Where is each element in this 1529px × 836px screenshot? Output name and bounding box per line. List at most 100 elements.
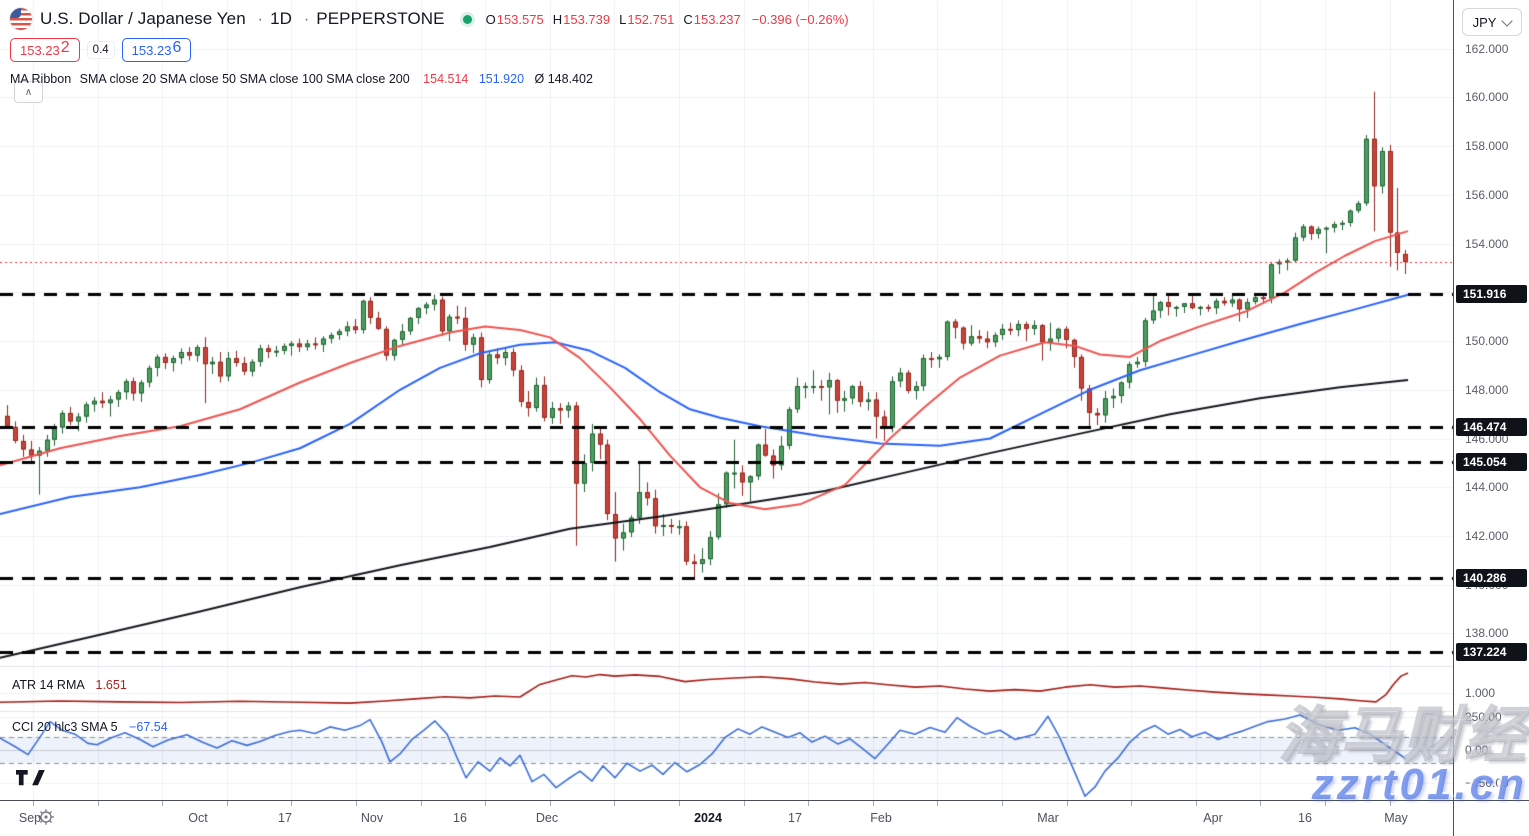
settings-gear-icon[interactable] — [37, 808, 55, 831]
time-tick-label: Feb — [870, 811, 892, 825]
open-value: 153.575 — [496, 11, 544, 27]
cci-tick-label: −250.00 — [1465, 776, 1509, 790]
sell-price-last-digit: 2 — [60, 39, 70, 56]
time-tick-label: Sep — [18, 811, 42, 825]
timeframe-label: 1D — [270, 9, 292, 28]
close-label: C — [683, 11, 693, 27]
low-value: 152.751 — [627, 11, 675, 27]
time-tick-mark — [1260, 801, 1261, 806]
time-tick-mark — [873, 801, 874, 806]
main-chart-canvas[interactable] — [0, 0, 1453, 800]
chevron-down-icon — [1501, 14, 1514, 27]
symbol-name: U.S. Dollar / Japanese Yen — [40, 9, 246, 28]
chart-header: U.S. Dollar / Japanese Yen · 1D · PEPPERST… — [10, 8, 849, 86]
high-value: 153.739 — [563, 11, 611, 27]
time-tick-mark — [421, 801, 422, 806]
high-label: H — [552, 11, 563, 27]
price-tick-label: 156.000 — [1465, 187, 1509, 202]
time-tick-mark — [356, 801, 357, 806]
time-tick-label: Dec — [535, 811, 559, 825]
time-tick-mark — [550, 801, 551, 806]
price-level-badge: 140.286 — [1456, 568, 1527, 587]
time-tick-mark — [1325, 801, 1326, 806]
time-tick-mark — [1002, 801, 1003, 806]
price-tick-label: 138.000 — [1465, 626, 1509, 641]
spread-badge: 0.4 — [87, 42, 114, 58]
price-axis[interactable]: JPY 162.000 160.000 158.000 156.000 154.000 1… — [1453, 0, 1529, 836]
price-tick-label: 144.000 — [1465, 480, 1509, 495]
time-tick-mark — [1196, 801, 1197, 806]
time-tick-mark — [1131, 801, 1132, 806]
open-label: O — [485, 11, 496, 27]
sma50-value: 151.920 — [478, 72, 525, 86]
indicator-name: MA Ribbon — [10, 72, 72, 86]
time-tick-label: 16 — [453, 811, 467, 825]
time-tick-mark — [614, 801, 615, 806]
time-tick-mark — [679, 801, 680, 806]
title-separator: · — [257, 11, 264, 28]
atr-tick-label: 1.000 — [1465, 686, 1496, 700]
price-level-badge: 137.224 — [1456, 643, 1527, 662]
symbol-title[interactable]: U.S. Dollar / Japanese Yen · 1D · PEPPERST… — [40, 9, 445, 29]
time-tick-label: May — [1384, 811, 1408, 825]
price-change: −0.396 (−0.26%) — [751, 11, 849, 27]
sell-price: 153.23 — [20, 42, 60, 58]
time-tick-label: 17 — [278, 811, 292, 825]
price-tick-label: 162.000 — [1465, 41, 1509, 56]
buy-button[interactable]: 153.23 6 — [121, 38, 192, 62]
price-tick-label: 150.000 — [1465, 334, 1509, 349]
price-tick-label: 158.000 — [1465, 139, 1509, 154]
atr-value: 1.651 — [95, 678, 127, 692]
time-tick-label: Mar — [1037, 811, 1059, 825]
cci-value: −67.54 — [129, 720, 168, 734]
price-tick-label: 160.000 — [1465, 90, 1509, 105]
time-tick-label: 16 — [1298, 811, 1312, 825]
chevron-up-icon: ∧ — [24, 86, 33, 98]
price-level-badge: 146.474 — [1456, 417, 1527, 436]
sma-average-value: Ø 148.402 — [534, 72, 593, 86]
time-tick-label: 17 — [788, 811, 802, 825]
tradingview-logo[interactable] — [16, 770, 48, 792]
time-tick-mark — [937, 801, 938, 806]
time-tick-label: Nov — [360, 811, 384, 825]
time-tick-mark — [1390, 801, 1391, 806]
sell-button[interactable]: 153.23 2 — [10, 38, 80, 62]
ma-ribbon-legend[interactable]: MA Ribbon SMA close 20 SMA close 50 SMA … — [10, 72, 849, 86]
cci-tick-label: 250.00 — [1465, 710, 1502, 724]
usdjpy-flag-icon — [10, 8, 32, 30]
atr-legend[interactable]: ATR 14 RMA 1.651 — [12, 678, 127, 692]
title-separator: · — [303, 11, 310, 28]
cci-tick-label: 0.00 — [1465, 743, 1489, 757]
indicator-params: SMA close 20 SMA close 50 SMA close 100 … — [79, 72, 410, 86]
close-value: 153.237 — [693, 11, 741, 27]
time-tick-mark — [227, 801, 228, 806]
time-axis[interactable]: Sep Oct 17 Nov 16 Dec 2024 17 Feb Mar Apr 16 May — [0, 800, 1529, 836]
collapse-button[interactable]: ∧ — [14, 81, 43, 103]
price-tick-label: 142.000 — [1465, 529, 1509, 543]
price-tick-label: 148.000 — [1465, 382, 1509, 397]
currency-button[interactable]: JPY — [1462, 8, 1522, 36]
time-tick-mark — [808, 801, 809, 806]
buy-price: 153.23 — [131, 42, 172, 58]
time-tick-mark — [162, 801, 163, 806]
time-tick-mark — [33, 801, 34, 806]
buy-price-last-digit: 6 — [172, 39, 182, 56]
market-status-icon[interactable] — [462, 14, 472, 24]
sma20-value: 154.514 — [423, 72, 469, 86]
time-tick-mark — [98, 801, 99, 806]
cci-label: CCI 20 hlc3 SMA 5 — [12, 720, 118, 734]
axis-corner-divider — [1453, 800, 1454, 836]
cci-legend[interactable]: CCI 20 hlc3 SMA 5 −67.54 — [12, 720, 168, 734]
price-tick-label: 154.000 — [1465, 236, 1509, 251]
time-tick-mark — [485, 801, 486, 806]
exchange-label: PEPPERSTONE — [316, 9, 445, 28]
time-tick-label: Apr — [1203, 811, 1223, 825]
currency-label: JPY — [1472, 14, 1497, 30]
time-tick-mark — [744, 801, 745, 806]
time-tick-label: 2024 — [694, 811, 722, 825]
price-level-badge: 151.916 — [1456, 285, 1527, 304]
atr-label: ATR 14 RMA — [12, 678, 85, 692]
price-level-badge: 145.054 — [1456, 452, 1527, 471]
time-tick-mark — [291, 801, 292, 806]
